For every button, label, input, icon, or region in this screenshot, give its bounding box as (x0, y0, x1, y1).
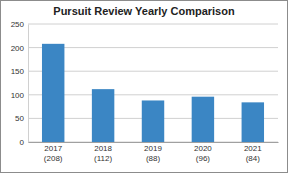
chart: Pursuit Review Yearly Comparison 0 50 100 15… (0, 0, 288, 173)
y-tick: 200 (11, 44, 28, 53)
x-tick-label-line: 2021 (244, 144, 262, 153)
chart-frame (1, 1, 288, 173)
bar (92, 89, 114, 142)
x-tick-label: 2018(112) (94, 144, 112, 163)
grid-line (28, 71, 278, 72)
x-tick-label: 2020(96) (194, 144, 212, 163)
y-axis: 0 50 100 150 200 250 (11, 20, 29, 147)
x-tick: 2019(88) (144, 142, 162, 163)
y-tick-label: 250 (11, 20, 25, 29)
x-tick: 2021(84) (244, 142, 262, 163)
x-tick-label: 2021(84) (244, 144, 262, 163)
y-tick-label: 150 (11, 67, 25, 76)
y-tick-label: 50 (15, 114, 24, 123)
x-tick-label: 2017(208) (44, 144, 63, 163)
grid-line (28, 24, 278, 25)
x-tick-label-line: (88) (146, 154, 161, 163)
x-tick: 2017(208) (44, 142, 63, 163)
bar (142, 100, 164, 142)
x-axis: 2017(208)2018(112)2019(88)2020(96)2021(8… (29, 142, 279, 163)
x-tick: 2018(112) (94, 142, 112, 163)
y-tick: 0 (20, 138, 28, 147)
x-tick-label-line: (84) (246, 154, 261, 163)
x-tick-label-line: 2020 (194, 144, 212, 153)
grid-line (28, 94, 278, 95)
y-tick: 50 (15, 114, 28, 123)
x-tick-label-line: 2018 (94, 144, 112, 153)
x-tick-label-line: (112) (94, 154, 112, 163)
y-tick-label: 0 (20, 138, 25, 147)
x-tick-label-line: (96) (196, 154, 211, 163)
bar (242, 102, 264, 142)
x-tick-label-line: 2019 (144, 144, 162, 153)
y-tick: 250 (11, 20, 28, 29)
x-tick: 2020(96) (194, 142, 212, 163)
x-tick-label: 2019(88) (144, 144, 162, 163)
y-tick: 150 (11, 67, 28, 76)
y-tick: 100 (11, 91, 28, 100)
bars (42, 44, 264, 142)
grid (28, 24, 278, 142)
y-tick-label: 100 (11, 91, 25, 100)
y-axis-line (28, 25, 29, 143)
title: Pursuit Review Yearly Comparison (53, 5, 235, 17)
x-tick-label-line: (208) (44, 154, 63, 163)
bar (42, 44, 64, 142)
x-tick-label-line: 2017 (44, 144, 62, 153)
grid-line (28, 47, 278, 48)
bar (192, 97, 214, 142)
y-tick-label: 200 (11, 44, 25, 53)
